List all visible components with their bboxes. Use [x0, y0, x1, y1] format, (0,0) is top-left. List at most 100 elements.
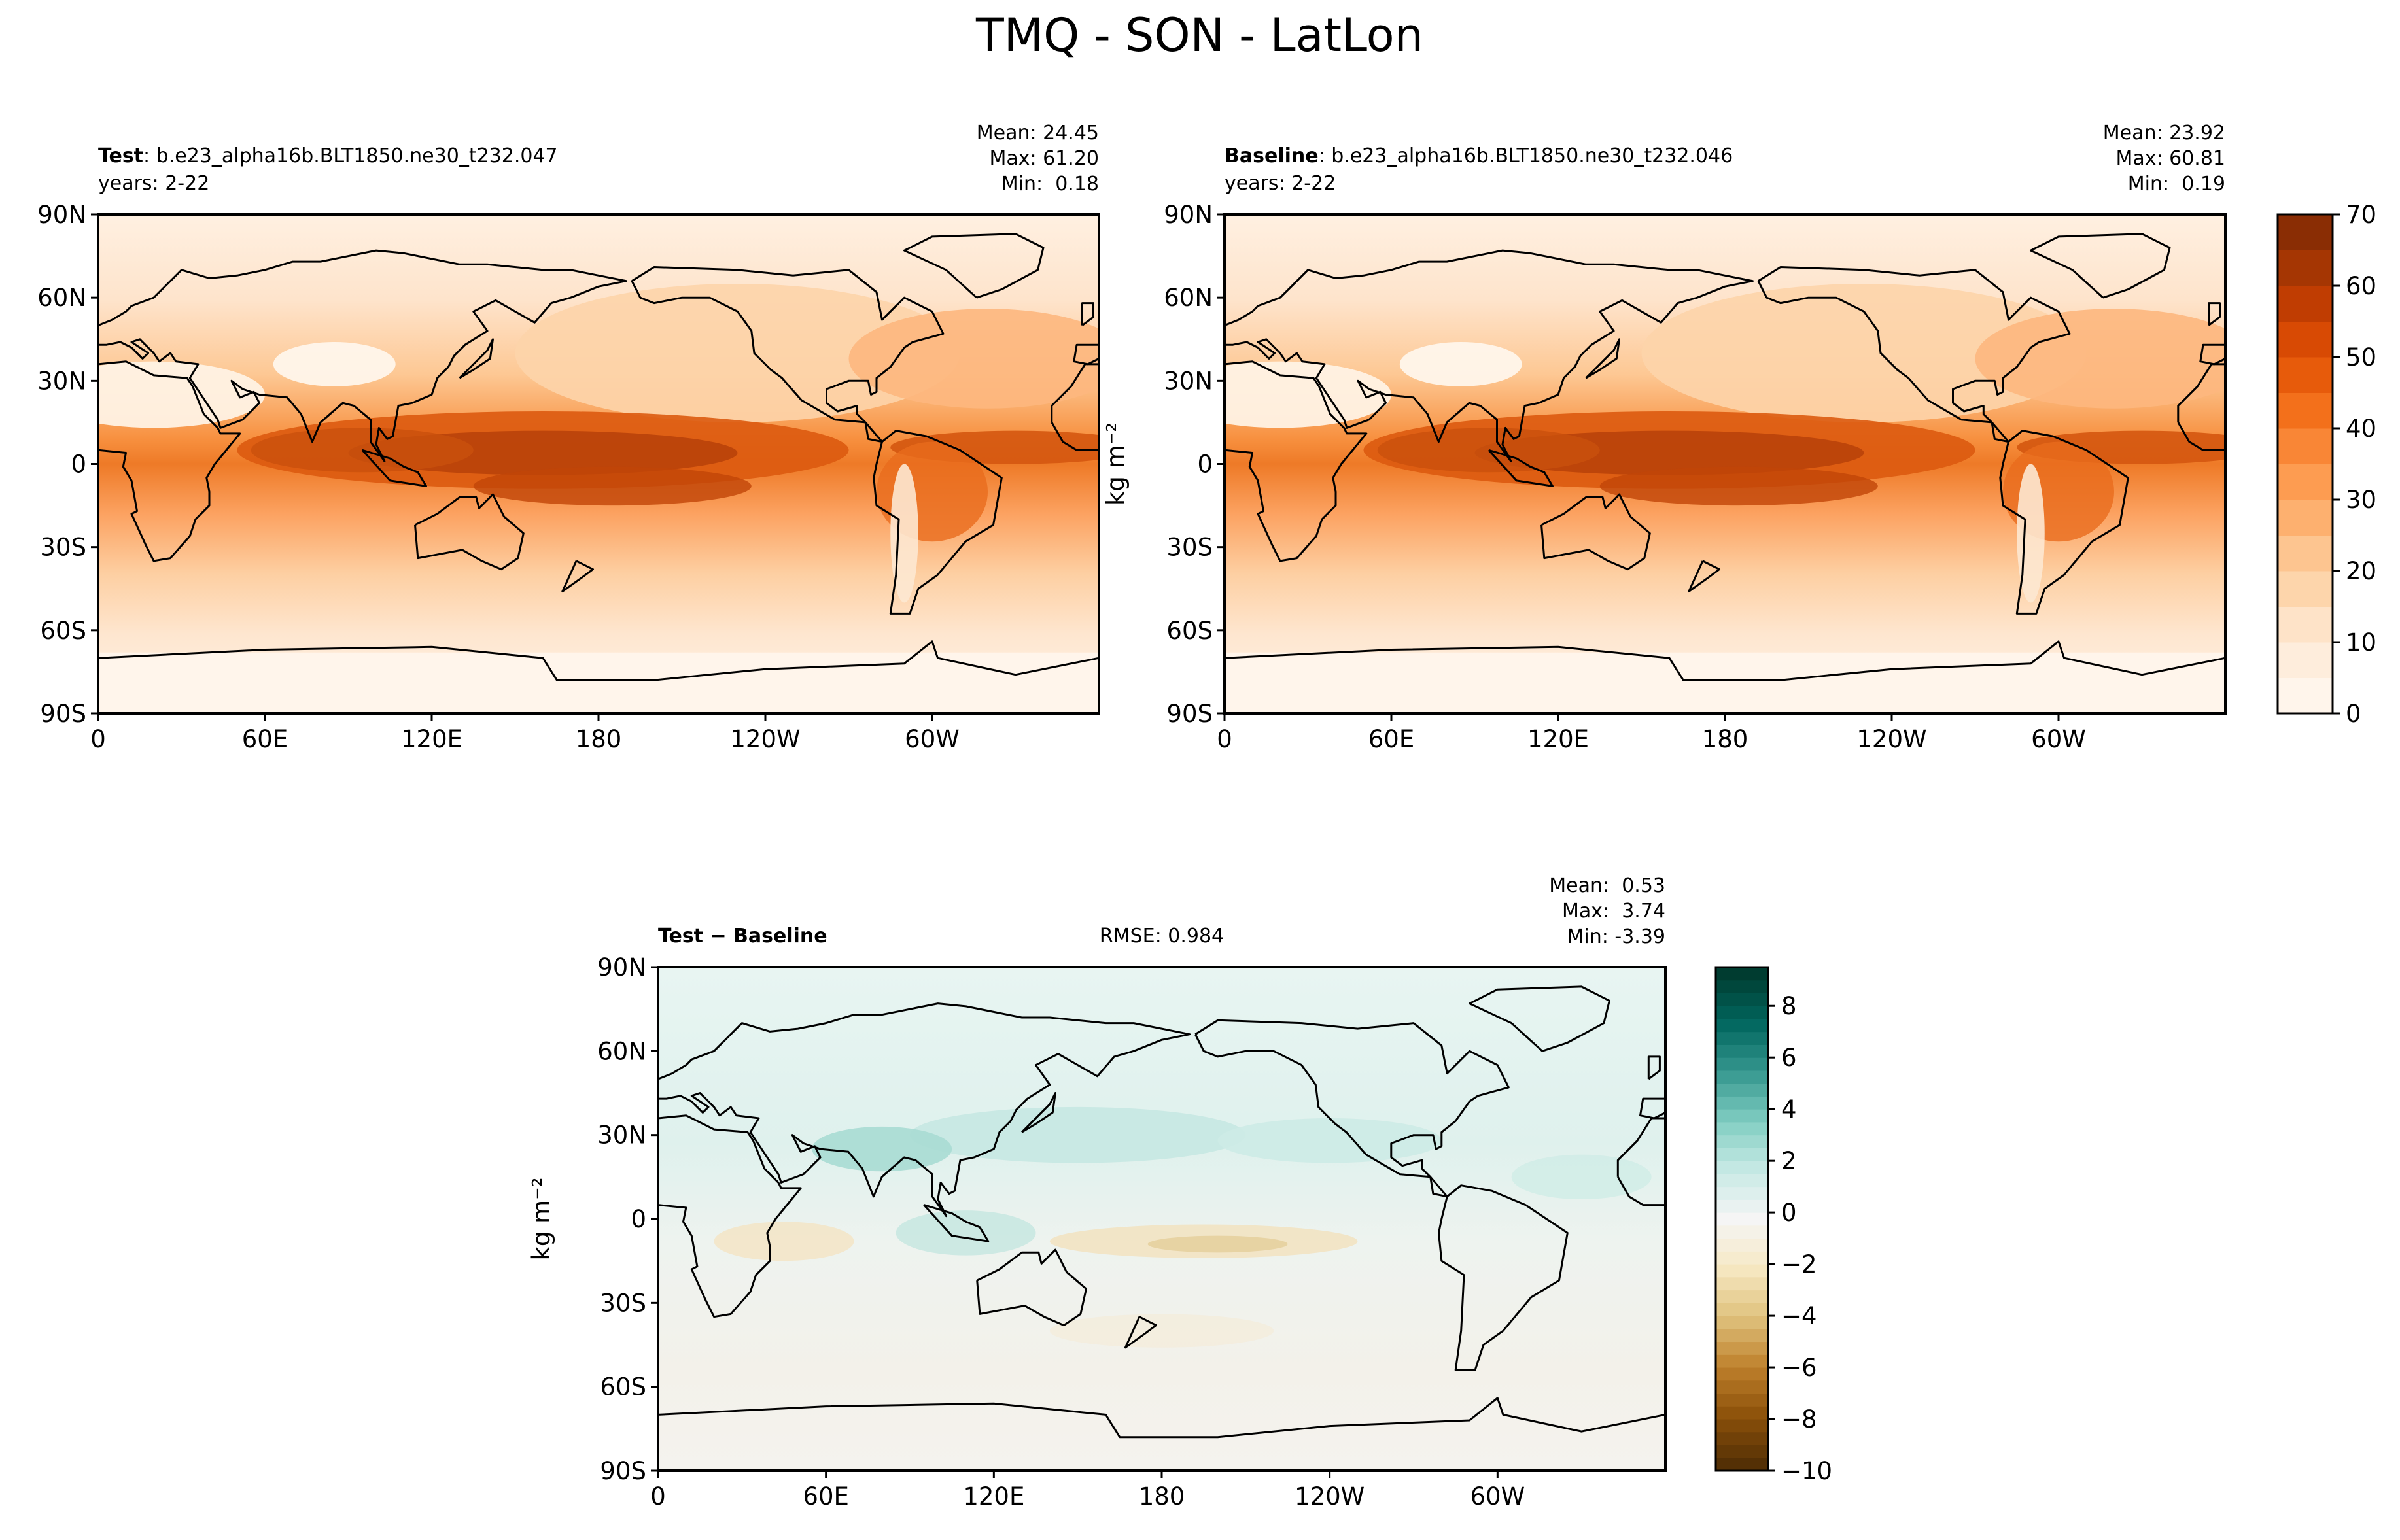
y-tick-label: 0 [71, 451, 86, 479]
colorbar-band [1716, 1419, 1768, 1433]
field-patch [1225, 361, 1391, 428]
colorbar-band [1716, 1276, 1768, 1291]
y-tick-label: 60N [1164, 284, 1213, 312]
field-patch [1641, 283, 2087, 422]
coastline [2030, 233, 2171, 299]
x-tick-label: 60E [1368, 725, 1414, 753]
panel-name-bold: Test − Baseline [658, 925, 827, 948]
field-patch [1599, 466, 1878, 506]
colorbar-tick-label: 6 [1781, 1044, 1797, 1072]
colorbar-band [1716, 1083, 1768, 1097]
y-tick-label: 90S [40, 700, 86, 728]
x-tick-label: 120W [730, 725, 800, 753]
coastline [1225, 640, 2225, 681]
panel-name-case: : b.e23_alpha16b.BLT1850.ne30_t232.047 [143, 145, 558, 167]
field-patch [98, 361, 265, 428]
field [98, 214, 1099, 713]
colorbar-band [1716, 1328, 1768, 1343]
coastline [1469, 985, 1610, 1052]
colorbar-band [1716, 1431, 1768, 1446]
panel-stat: Mean: 23.92 [2103, 122, 2225, 145]
colorbar-band [1716, 993, 1768, 1006]
field-patch [890, 464, 918, 603]
field-bg [658, 967, 1665, 1471]
coastline [2199, 343, 2225, 366]
y-tick-label: 60N [597, 1037, 646, 1065]
colorbar-band [2278, 677, 2333, 714]
panel-name-case: : b.e23_alpha16b.BLT1850.ne30_t232.046 [1319, 145, 1733, 167]
coastline [361, 449, 427, 487]
x-tick-label: 180 [1702, 725, 1748, 753]
coastline [1073, 343, 1099, 366]
coastline [1487, 449, 1554, 487]
colorbar-band [1716, 1096, 1768, 1110]
field-patch [812, 1126, 952, 1172]
panel-name: Test: b.e23_alpha16b.BLT1850.ne30_t232.0… [98, 145, 558, 167]
colorbar-band [1716, 1341, 1768, 1355]
y-tick-label: 60N [37, 284, 86, 312]
colorbar-band [1716, 1303, 1768, 1316]
coastline [1225, 360, 1368, 562]
y-tick-label: 90S [600, 1457, 646, 1485]
x-tick-label: 0 [650, 1482, 666, 1511]
colorbar-band [1716, 1354, 1768, 1368]
colorbar-band [1716, 1161, 1768, 1174]
coastline [414, 493, 525, 571]
field-patch [2017, 464, 2045, 603]
colorbar-band [1716, 1044, 1768, 1058]
map-panel: 0 60E 120E 180 120W 60W 90S 60S 30S 0 30N 60N 90N Tes… [37, 122, 1100, 753]
coastline [903, 233, 1045, 299]
field-patch [515, 283, 960, 422]
colorbar-band [1716, 1458, 1768, 1471]
panel-name: Test − Baseline [658, 925, 827, 948]
y-tick-label: 0 [1197, 451, 1213, 479]
coastline [1757, 266, 2129, 615]
colorbar-tick-label: 4 [1781, 1095, 1797, 1123]
colorbar-band [1716, 1290, 1768, 1303]
field-patch [251, 428, 474, 473]
colorbar-band [1716, 1212, 1768, 1226]
y-tick-label: 0 [631, 1205, 646, 1233]
colorbar-band [2278, 642, 2333, 678]
coastline [1647, 1055, 1661, 1080]
x-tick-label: 180 [576, 725, 622, 753]
colorbar-tick-label: 0 [2346, 700, 2361, 728]
colorbar-tick-label: 70 [2346, 201, 2376, 229]
colorbar-frame [2276, 213, 2334, 715]
panel-stat: Max: 60.81 [2115, 147, 2225, 170]
colorbar-tick-label: 8 [1781, 992, 1797, 1020]
colorbar-band [1716, 1173, 1768, 1188]
panel-stat: Max: 61.20 [989, 147, 1099, 170]
colorbar-band [1716, 1445, 1768, 1458]
coastline [976, 1248, 1087, 1327]
colorbar-band [2278, 606, 2333, 643]
colorbar-band [2278, 357, 2333, 393]
panel-stat: Mean: 0.53 [1549, 874, 1665, 897]
colorbar-band [2278, 214, 2333, 250]
coastline [1194, 1019, 1569, 1371]
colorbar-tick-label: 40 [2346, 415, 2376, 443]
colorbar-band [1716, 1316, 1768, 1329]
colorbar-band [1716, 1199, 1768, 1213]
field-patch [1511, 1154, 1652, 1200]
field-patch [1147, 1235, 1288, 1253]
colorbar-tick-label: 60 [2346, 272, 2376, 300]
y-tick-label: 90N [1164, 201, 1213, 229]
field-patch [273, 341, 396, 386]
colorbar-band [1716, 1135, 1768, 1148]
coastline [1051, 422, 1099, 451]
panel-years: years: 2-22 [1225, 172, 1336, 195]
coastline [2208, 302, 2221, 326]
colorbar-band [1716, 1225, 1768, 1239]
colorbar-tick-label: −10 [1781, 1457, 1832, 1485]
field-patch [896, 1210, 1036, 1256]
colorbar-band [1716, 1006, 1768, 1019]
x-tick-label: 60W [2031, 725, 2086, 753]
colorbar-tick-label: 0 [1781, 1199, 1797, 1227]
panel-stat: Max: 3.74 [1562, 900, 1665, 923]
colorbar-band [1716, 1264, 1768, 1278]
colorbar-band [2278, 428, 2333, 464]
coastline [1616, 1176, 1665, 1206]
colorbar-band [2278, 571, 2333, 607]
